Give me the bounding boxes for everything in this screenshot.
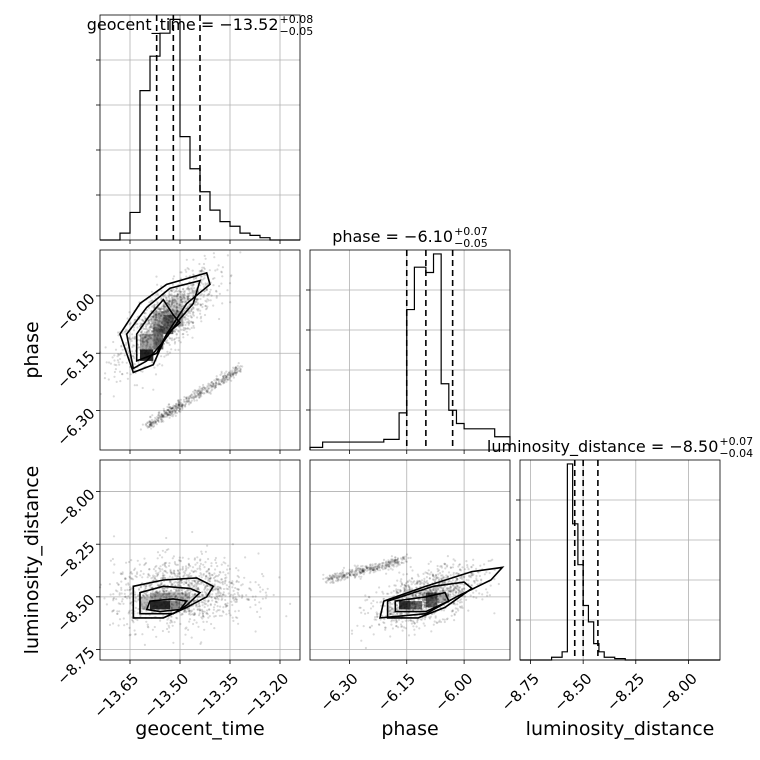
- contour-phase-vs-geocent-outer: [119, 271, 211, 374]
- svg-text:−0.05: −0.05: [454, 237, 488, 250]
- svg-text:geocent_time = −13.52: geocent_time = −13.52: [87, 15, 279, 35]
- contour-distance-vs-phase-mid: [386, 581, 474, 619]
- contour-distance-vs-geocent-outer: [132, 577, 215, 619]
- scatter-distance-vs-phase-streak: [322, 553, 412, 584]
- title-phase: phase = −6.10 +0.07−0.05: [332, 225, 488, 250]
- density-cells-distance-vs-geocent: [140, 592, 190, 610]
- panel-frame: [99, 459, 301, 661]
- title-geocent_time: geocent_time = −13.52 +0.08−0.05: [87, 13, 314, 38]
- svg-text:−0.04: −0.04: [719, 447, 753, 460]
- scatter-phase-vs-geocent-main: [99, 251, 242, 398]
- panel-frame: [519, 459, 721, 661]
- panel-frame: [309, 249, 511, 451]
- contour-distance-vs-phase-outer: [378, 566, 505, 619]
- y-axis-label-luminosity_distance: luminosity_distance: [21, 466, 43, 655]
- frames-layer: [96, 14, 721, 664]
- x-axis-label-geocent_time: geocent_time: [135, 718, 264, 740]
- x-axis-label-luminosity_distance: luminosity_distance: [526, 718, 715, 740]
- y-axis-label-phase: phase: [21, 321, 43, 378]
- panel-frame: [99, 249, 301, 451]
- svg-text:phase = −6.10: phase = −6.10: [332, 227, 453, 246]
- svg-text:−0.05: −0.05: [280, 25, 314, 38]
- title-luminosity_distance: luminosity_distance = −8.50 +0.07−0.04: [487, 435, 753, 460]
- panel-frame: [99, 14, 301, 241]
- histogram-phase: [309, 253, 511, 450]
- contour-distance-vs-phase-inner: [394, 591, 450, 613]
- marks-layer: [100, 15, 720, 661]
- grid-layer: [100, 15, 720, 660]
- contour-phase-vs-geocent-mid: [125, 279, 202, 370]
- svg-text:luminosity_distance = −8.50: luminosity_distance = −8.50: [487, 437, 718, 457]
- panel-frame: [309, 459, 511, 661]
- contour-distance-vs-geocent-inner: [145, 598, 189, 613]
- scatter-phase-vs-geocent-streak: [139, 362, 244, 431]
- contour-phase-vs-geocent-inner: [135, 298, 182, 363]
- x-axis-label-phase: phase: [381, 718, 438, 740]
